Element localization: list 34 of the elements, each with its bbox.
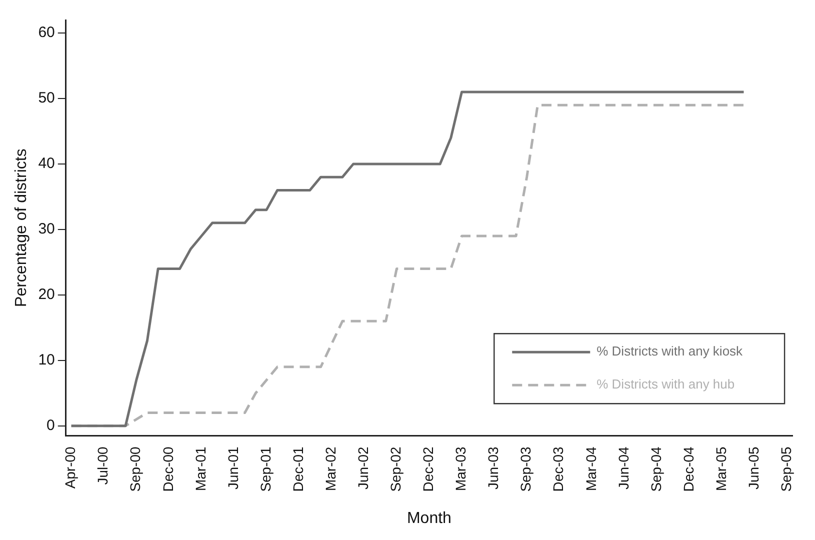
x-tick-label: Sep-05 [778, 446, 794, 492]
x-tick-label: Mar-02 [322, 446, 338, 492]
x-tick-label: Sep-02 [388, 446, 404, 492]
y-tick-label: 30 [38, 220, 55, 238]
x-tick-label: Jun-01 [224, 446, 241, 490]
y-tick-label: 50 [38, 90, 55, 107]
y-tick-label: 40 [38, 155, 55, 172]
x-tick-label: Jul-00 [94, 446, 111, 485]
x-tick-label: Dec-03 [550, 446, 566, 492]
x-tick-label: Dec-00 [160, 446, 176, 492]
y-tick-label: 20 [38, 286, 55, 304]
x-tick-label: Dec-04 [680, 446, 696, 492]
x-tick-label: Mar-05 [712, 446, 729, 492]
x-tick-label: Jun-04 [615, 446, 632, 490]
x-tick-label: Sep-01 [257, 446, 274, 492]
x-tick-label: Sep-04 [648, 446, 664, 492]
x-tick-label: Dec-02 [420, 446, 436, 492]
x-tick-label: Sep-00 [127, 446, 144, 492]
y-tick-label: 0 [46, 416, 55, 434]
y-tick-label: 10 [38, 352, 55, 369]
x-tick-label: Sep-03 [518, 446, 534, 492]
x-tick-label: Apr-00 [62, 446, 78, 489]
y-tick-label: 60 [38, 24, 55, 42]
y-axis-title: Percentage of districts [13, 148, 30, 307]
x-axis-title: Month [406, 510, 452, 527]
text: % Districts with any kiosk [596, 344, 744, 359]
x-tick-label: Jun-05 [745, 446, 762, 490]
x-tick-label: Dec-01 [290, 446, 306, 492]
x-tick-label: Jun-02 [355, 446, 371, 490]
text: % Districts with any hub [596, 376, 735, 392]
x-tick-label: Mar-03 [452, 446, 469, 492]
x-tick-label: Jun-03 [485, 446, 502, 490]
x-tick-label: Mar-01 [192, 446, 208, 492]
x-tick-label: Mar-04 [582, 446, 599, 492]
